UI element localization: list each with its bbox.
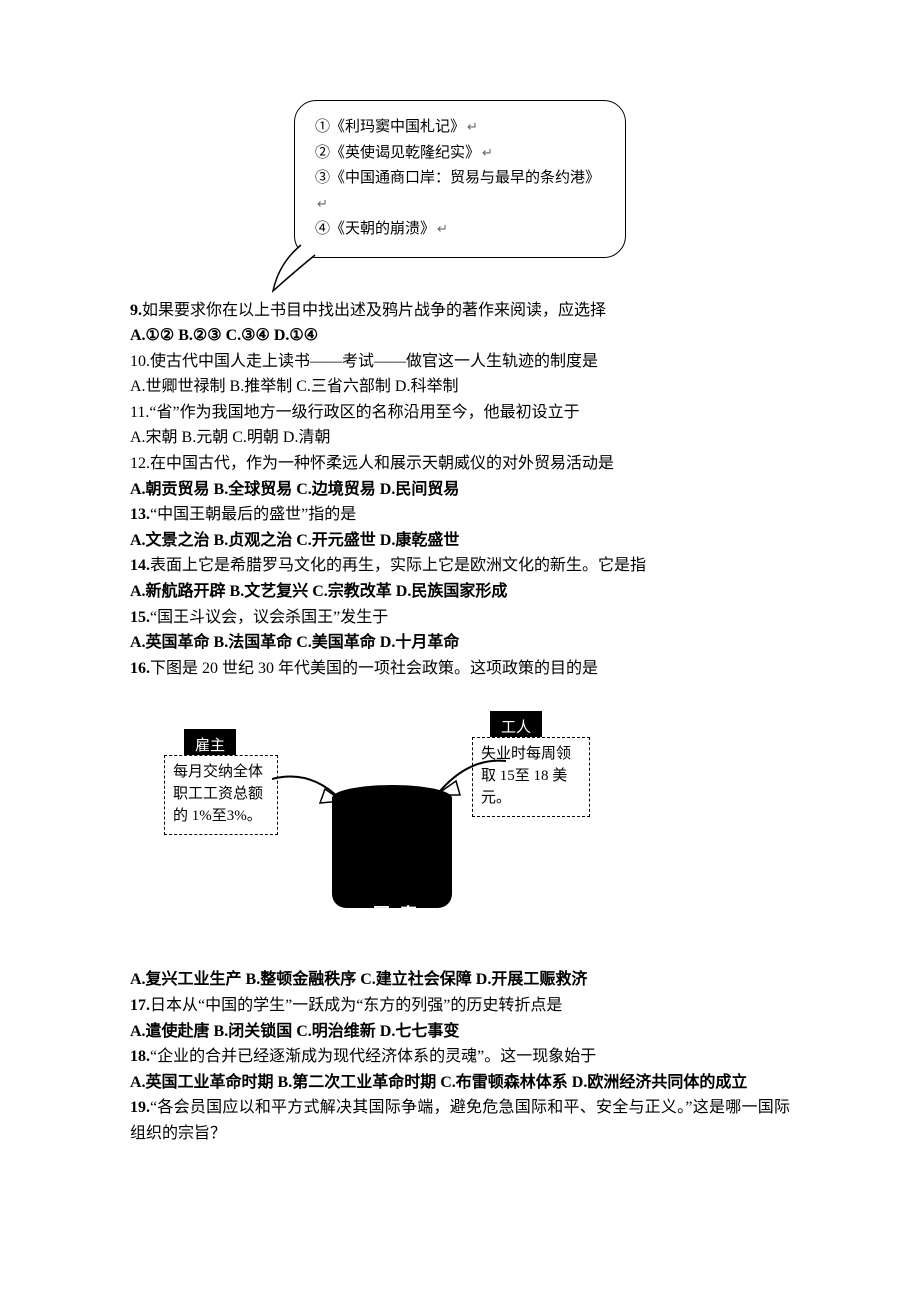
- question-17: 17.日本从“中国的学生”一跃成为“东方的列强”的历史转折点是: [130, 993, 790, 1019]
- question-15: 15.“国王斗议会，议会杀国王”发生于: [130, 605, 790, 631]
- state-pot-icon: 国家: [332, 785, 452, 915]
- question-9-options: A.①② B.②③ C.③④ D.①④: [130, 323, 790, 349]
- q-text: 在中国古代，作为一种怀柔远人和展示天朝威仪的对外贸易活动是: [150, 455, 614, 472]
- q-opts: A.新航路开辟 B.文艺复兴 C.宗教改革 D.民族国家形成: [130, 583, 507, 600]
- q-opts: A.①② B.②③ C.③④ D.①④: [130, 327, 318, 344]
- question-11-options: A.宋朝 B.元朝 C.明朝 D.清朝: [130, 425, 790, 451]
- q-text: “省”作为我国地方一级行政区的名称沿用至今，他最初设立于: [149, 404, 579, 421]
- q-opts: A.英国革命 B.法国革命 C.美国革命 D.十月革命: [130, 634, 459, 651]
- bubble-text: ①《利玛窦中国札记》: [315, 119, 465, 135]
- q-opts: A.世卿世禄制 B.推举制 C.三省六部制 D.科举制: [130, 378, 458, 395]
- return-mark: ↵: [317, 196, 328, 211]
- bubble-text: ②《英使谒见乾隆纪实》: [315, 145, 480, 161]
- bubble-line: ①《利玛窦中国札记》↵: [315, 115, 605, 141]
- employer-box: 每月交纳全体职工工资总额的 1%至3%。: [164, 755, 278, 834]
- q-opts: A.英国工业革命时期 B.第二次工业革命时期 C.布雷顿森林体系 D.欧洲经济共…: [130, 1074, 747, 1091]
- question-14-options: A.新航路开辟 B.文艺复兴 C.宗教改革 D.民族国家形成: [130, 579, 790, 605]
- q-text: 如果要求你在以上书目中找出述及鸦片战争的著作来阅读，应选择: [142, 302, 606, 319]
- question-18-options: A.英国工业革命时期 B.第二次工业革命时期 C.布雷顿森林体系 D.欧洲经济共…: [130, 1070, 790, 1096]
- q-opts: A.遣使赴唐 B.闭关锁国 C.明治维新 D.七七事变: [130, 1023, 459, 1040]
- q-opts: A.文景之治 B.贞观之治 C.开元盛世 D.康乾盛世: [130, 532, 459, 549]
- question-18: 18.“企业的合并已经逐渐成为现代经济体系的灵魂”。这一现象始于: [130, 1044, 790, 1070]
- question-15-options: A.英国革命 B.法国革命 C.美国革命 D.十月革命: [130, 630, 790, 656]
- book-list-bubble: ①《利玛窦中国札记》↵ ②《英使谒见乾隆纪实》↵ ③《中国通商口岸：贸易与最早的…: [130, 100, 790, 258]
- q-text: 表面上它是希腊罗马文化的再生，实际上它是欧洲文化的新生。它是指: [150, 557, 646, 574]
- question-16-options: A.复兴工业生产 B.整顿金融秩序 C.建立社会保障 D.开展工赈救济: [130, 967, 790, 993]
- question-13-options: A.文景之治 B.贞观之治 C.开元盛世 D.康乾盛世: [130, 528, 790, 554]
- q-text: “国王斗议会，议会杀国王”发生于: [150, 609, 388, 626]
- question-13: 13.“中国王朝最后的盛世”指的是: [130, 502, 790, 528]
- bubble-box: ①《利玛窦中国札记》↵ ②《英使谒见乾隆纪实》↵ ③《中国通商口岸：贸易与最早的…: [294, 100, 626, 258]
- bubble-line: ③《中国通商口岸：贸易与最早的条约港》 ↵: [315, 166, 605, 217]
- q-num: 16.: [130, 660, 150, 677]
- question-9: 9.如果要求你在以上书目中找出述及鸦片战争的著作来阅读，应选择: [130, 298, 790, 324]
- q-num: 19.: [130, 1099, 150, 1116]
- return-mark: ↵: [482, 145, 493, 160]
- question-16: 16.下图是 20 世纪 30 年代美国的一项社会政策。这项政策的目的是: [130, 656, 790, 682]
- question-19: 19.“各会员国应以和平方式解决其国际争端，避免危急国际和平、安全与正义。”这是…: [130, 1095, 790, 1146]
- q-num: 14.: [130, 557, 150, 574]
- q-num: 17.: [130, 997, 150, 1014]
- question-12-options: A.朝贡贸易 B.全球贸易 C.边境贸易 D.民间贸易: [130, 477, 790, 503]
- q-text: “中国王朝最后的盛世”指的是: [150, 506, 356, 523]
- return-mark: ↵: [467, 119, 478, 134]
- return-mark: ↵: [437, 221, 448, 236]
- q-opts: A.宋朝 B.元朝 C.明朝 D.清朝: [130, 429, 330, 446]
- q-text: “企业的合并已经逐渐成为现代经济体系的灵魂”。这一现象始于: [150, 1048, 596, 1065]
- bubble-tail-icon: [271, 243, 331, 293]
- bubble-line: ④《天朝的崩溃》↵: [315, 217, 605, 243]
- q-num: 10.: [130, 353, 150, 370]
- bubble-line: ②《英使谒见乾隆纪实》↵: [315, 141, 605, 167]
- q-num: 12.: [130, 455, 150, 472]
- q-text: “各会员国应以和平方式解决其国际争端，避免危急国际和平、安全与正义。”这是哪一国…: [130, 1099, 790, 1142]
- bubble-text: ③《中国通商口岸：贸易与最早的条约港》: [315, 170, 600, 186]
- question-10-options: A.世卿世禄制 B.推举制 C.三省六部制 D.科举制: [130, 374, 790, 400]
- q-opts: A.朝贡贸易 B.全球贸易 C.边境贸易 D.民间贸易: [130, 481, 459, 498]
- q-num: 15.: [130, 609, 150, 626]
- pot-label: 国家: [332, 901, 460, 928]
- question-12: 12.在中国古代，作为一种怀柔远人和展示天朝威仪的对外贸易活动是: [130, 451, 790, 477]
- question-14: 14.表面上它是希腊罗马文化的再生，实际上它是欧洲文化的新生。它是指: [130, 553, 790, 579]
- q-num: 18.: [130, 1048, 150, 1065]
- q-text: 日本从“中国的学生”一跃成为“东方的列强”的历史转折点是: [150, 997, 562, 1014]
- q-num: 13.: [130, 506, 150, 523]
- q-num: 9.: [130, 302, 142, 319]
- q-opts: A.复兴工业生产 B.整顿金融秩序 C.建立社会保障 D.开展工赈救济: [130, 971, 587, 988]
- question-10: 10.使古代中国人走上读书——考试——做官这一人生轨迹的制度是: [130, 349, 790, 375]
- question-11: 11.“省”作为我国地方一级行政区的名称沿用至今，他最初设立于: [130, 400, 790, 426]
- policy-diagram: 雇主 工人 每月交纳全体职工工资总额的 1%至3%。 失业时每周领取 15至 1…: [160, 699, 790, 939]
- bubble-text: ④《天朝的崩溃》: [315, 221, 435, 237]
- q-text: 使古代中国人走上读书——考试——做官这一人生轨迹的制度是: [150, 353, 598, 370]
- question-17-options: A.遣使赴唐 B.闭关锁国 C.明治维新 D.七七事变: [130, 1019, 790, 1045]
- q-text: 下图是 20 世纪 30 年代美国的一项社会政策。这项政策的目的是: [150, 660, 598, 677]
- q-num: 11.: [130, 404, 149, 421]
